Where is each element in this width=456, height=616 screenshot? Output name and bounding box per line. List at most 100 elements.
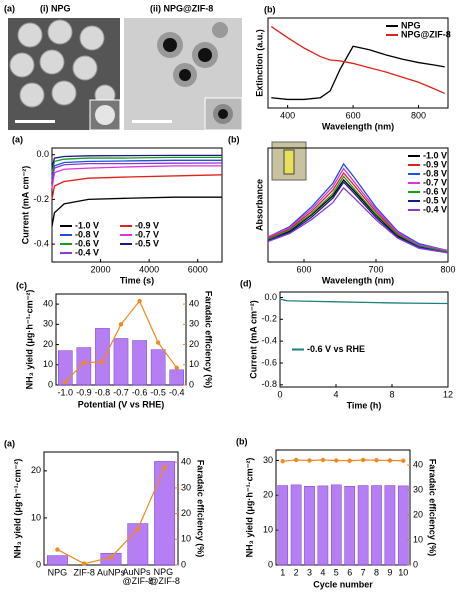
- line-marker: [100, 359, 105, 364]
- y2-axis-label: Faradaic efficiency (%): [204, 291, 214, 389]
- x-tick-label: 1: [280, 567, 285, 577]
- series-line: [57, 467, 166, 565]
- y2-axis-label: Faradaic efficiency (%): [428, 459, 438, 557]
- y2-tick-label: 10: [413, 534, 423, 544]
- y-axis-label: NH₃ yield (μg·h⁻¹·cm⁻²): [244, 458, 254, 558]
- y2-tick-label: 40: [413, 459, 423, 469]
- y-tick-label: 30: [43, 319, 53, 329]
- x-axis-label: Time (h): [347, 400, 382, 410]
- legend-label: -0.5 V: [135, 238, 159, 248]
- legend-label: NPG@ZIF-8: [401, 29, 451, 39]
- y-tick-label: -0.2: [33, 194, 49, 204]
- x-tick-label: -0.9: [76, 387, 92, 397]
- y-tick-label: -0.2: [261, 314, 277, 324]
- panel-label: (a): [12, 134, 23, 144]
- y-tick-label: 0: [268, 559, 273, 569]
- x-tick-label: 600: [346, 110, 361, 120]
- legend-label: -0.6 V: [75, 238, 99, 248]
- line-marker: [155, 340, 161, 345]
- plot-frame: [267, 147, 449, 263]
- y-tick-label: 20: [263, 490, 273, 500]
- scale-bar: [15, 120, 55, 123]
- panel-label: (d): [240, 278, 252, 288]
- bar: [46, 555, 68, 566]
- x-tick-label: 6: [347, 567, 352, 577]
- panel-label: (b): [228, 134, 240, 144]
- y-tick-label: 20: [31, 465, 41, 475]
- line-marker: [347, 458, 352, 463]
- x-tick-label: 4: [320, 567, 325, 577]
- legend-label: -0.4 V: [423, 204, 447, 214]
- plot-frame: [267, 17, 449, 109]
- line-marker: [374, 458, 379, 463]
- bar: [304, 485, 315, 566]
- bar: [357, 485, 369, 566]
- line-marker: [118, 322, 124, 327]
- legend-label: -0.5 V: [423, 195, 447, 205]
- x-tick-label: 4: [333, 389, 338, 399]
- y-tick-label: 20: [43, 339, 53, 349]
- y-axis-label: Absorbance: [254, 179, 264, 231]
- y2-tick-label: 30: [181, 482, 191, 492]
- y-tick-label: 40: [43, 298, 53, 308]
- series-line: [51, 196, 222, 227]
- series-line: [271, 45, 445, 101]
- x-tick-label: 4000: [139, 264, 159, 274]
- x-tick-label: ZIF-8: [73, 567, 95, 577]
- panel-label: (c): [16, 280, 27, 290]
- line-marker: [334, 458, 339, 463]
- y2-tick-label: 40: [181, 457, 191, 467]
- zif-particles: [157, 22, 228, 87]
- x-tick-label: 2: [294, 567, 299, 577]
- y2-tick-label: 20: [413, 509, 423, 519]
- legend-label: -0.9 V: [135, 220, 159, 230]
- sem-images: (a) (i) NPG (ii) NPG@ZIF-8: [4, 3, 243, 131]
- line-marker: [82, 561, 87, 566]
- scale-bar: [132, 120, 172, 123]
- y-tick-label: 10: [263, 525, 273, 535]
- bar: [384, 485, 396, 566]
- x-tick-label: NPG: [48, 567, 68, 577]
- y2-tick-label: 20: [189, 339, 199, 349]
- x-tick-label: -0.5: [150, 387, 166, 397]
- line-marker: [307, 458, 312, 463]
- panel-label: (a): [4, 438, 15, 448]
- y-tick-label: -0.6: [261, 357, 277, 367]
- series-line: [267, 175, 449, 253]
- x-tick-label: 12: [443, 389, 453, 399]
- line-marker: [137, 298, 142, 304]
- series-line: [51, 159, 222, 178]
- x-tick-label: 400: [280, 110, 295, 120]
- bar: [371, 485, 382, 566]
- x-tick-label: 0: [277, 389, 282, 399]
- bar: [277, 485, 289, 566]
- x-tick-label: 3: [307, 567, 312, 577]
- x-tick-label: 700: [368, 264, 383, 274]
- npg-particles: [9, 19, 116, 108]
- y2-tick-label: 10: [181, 534, 191, 544]
- y-tick-label: 10: [31, 512, 41, 522]
- vial: [283, 149, 295, 175]
- line-marker: [401, 458, 406, 463]
- image-label: (i) NPG: [40, 3, 71, 13]
- x-axis-label: Time (s): [120, 275, 154, 285]
- x-tick-label: 600: [296, 264, 311, 274]
- x-tick-label: 9: [387, 567, 392, 577]
- x-tick-label: -0.7: [113, 387, 129, 397]
- x-tick-label: 800: [411, 110, 426, 120]
- bar: [344, 485, 356, 566]
- y-axis-label: Current (mA cm⁻²): [20, 166, 30, 244]
- line-marker: [360, 457, 366, 463]
- series-line: [267, 167, 449, 252]
- legend-label: NPG: [401, 20, 421, 30]
- x-tick-label: 8: [389, 389, 394, 399]
- y2-tick-label: 20: [181, 508, 191, 518]
- line-marker: [162, 465, 167, 470]
- y-tick-label: 10: [43, 359, 53, 369]
- bar: [95, 328, 110, 386]
- x-tick-label: -1.0: [58, 387, 74, 397]
- x-tick-label: -0.6: [132, 387, 148, 397]
- line-marker: [293, 457, 299, 463]
- y2-tick-label: 10: [189, 359, 199, 369]
